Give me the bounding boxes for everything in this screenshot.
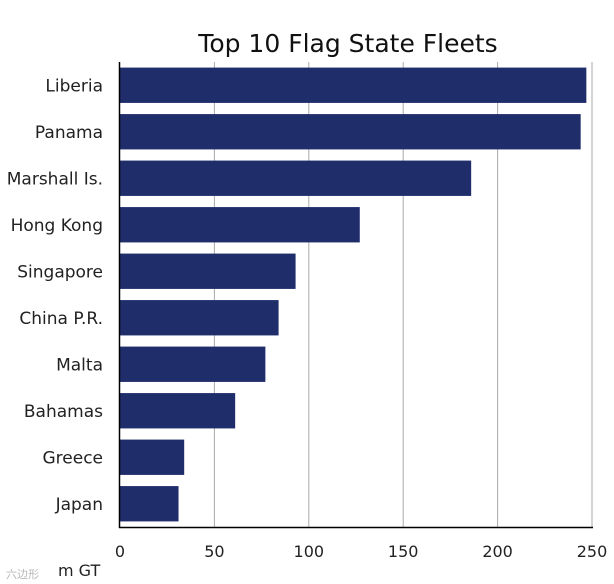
bar (120, 114, 581, 150)
x-tick-labels: 0 50 100 150 200 250 (115, 542, 607, 561)
bar (120, 160, 472, 196)
x-tick-label: 50 (204, 542, 224, 561)
category-label: Bahamas (24, 402, 103, 422)
watermark: 六边形 (6, 568, 39, 581)
category-labels: Liberia Panama Marshall Is. Hong Kong Singap… (7, 76, 103, 515)
chart-title: Top 10 Flag State Fleets (197, 29, 497, 58)
bar (120, 346, 266, 382)
category-label: China P.R. (19, 309, 103, 329)
category-label: Greece (42, 448, 103, 468)
x-tick-label: 150 (388, 542, 419, 561)
category-label: Singapore (17, 262, 103, 282)
category-label: Liberia (45, 76, 103, 96)
category-label: Malta (56, 355, 103, 375)
x-tick-label: 200 (482, 542, 513, 561)
x-tick-label: 100 (294, 542, 325, 561)
bar (120, 300, 279, 336)
bar (120, 67, 587, 103)
x-tick-label: 250 (577, 542, 608, 561)
bar (120, 486, 179, 522)
x-tick-label: 0 (115, 542, 125, 561)
bar (120, 253, 296, 289)
bar (120, 207, 360, 243)
category-label: Marshall Is. (7, 169, 103, 189)
category-label: Japan (55, 495, 103, 515)
category-label: Hong Kong (11, 216, 103, 236)
category-label: Panama (35, 123, 103, 143)
bars (120, 67, 587, 522)
unit-label: m GT (58, 561, 101, 580)
bar (120, 439, 185, 475)
bar (120, 393, 236, 429)
